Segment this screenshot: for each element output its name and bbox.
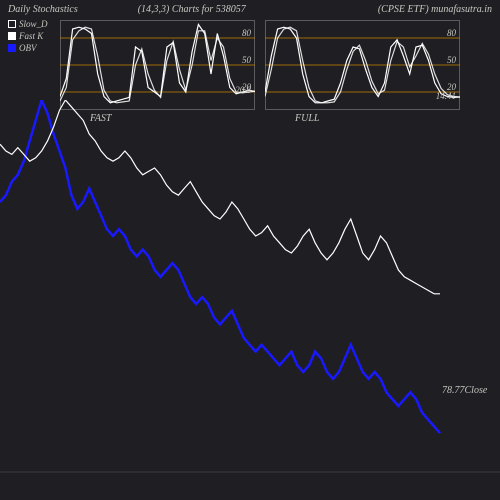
legend-item-fast-k: Fast K xyxy=(8,30,48,42)
close-price-label: 78.77Close xyxy=(442,385,487,396)
svg-text:80: 80 xyxy=(447,28,457,38)
chart-container: Daily Stochastics (14,3,3) Charts for 53… xyxy=(0,0,500,500)
legend-label: Slow_D xyxy=(19,18,48,30)
legend: Slow_D Fast K OBV xyxy=(8,18,48,54)
header-title-mid: (14,3,3) Charts for 538057 xyxy=(78,4,378,15)
chart-header: Daily Stochastics (14,3,3) Charts for 53… xyxy=(0,4,500,15)
legend-swatch-fast-k xyxy=(8,32,16,40)
sub-charts-row: 205080 FAST 20.8 205080 FULL 14.41 xyxy=(60,20,460,110)
legend-swatch-slow-d xyxy=(8,20,16,28)
header-title-left: Daily Stochastics xyxy=(8,4,78,15)
fast-stochastic-chart: 205080 FAST 20.8 xyxy=(60,20,255,110)
legend-label: Fast K xyxy=(19,30,43,42)
fast-chart-value: 20.8 xyxy=(235,85,251,95)
header-title-right: (CPSE ETF) munafasutra.in xyxy=(378,4,492,15)
full-stochastic-chart: 205080 FULL 14.41 xyxy=(265,20,460,110)
legend-label: OBV xyxy=(19,42,37,54)
svg-text:50: 50 xyxy=(242,55,252,65)
legend-item-obv: OBV xyxy=(8,42,48,54)
legend-item-slow-d: Slow_D xyxy=(8,18,48,30)
legend-swatch-obv xyxy=(8,44,16,52)
main-price-chart: 78.77Close xyxy=(0,100,500,480)
svg-text:50: 50 xyxy=(447,55,457,65)
svg-text:80: 80 xyxy=(242,28,252,38)
